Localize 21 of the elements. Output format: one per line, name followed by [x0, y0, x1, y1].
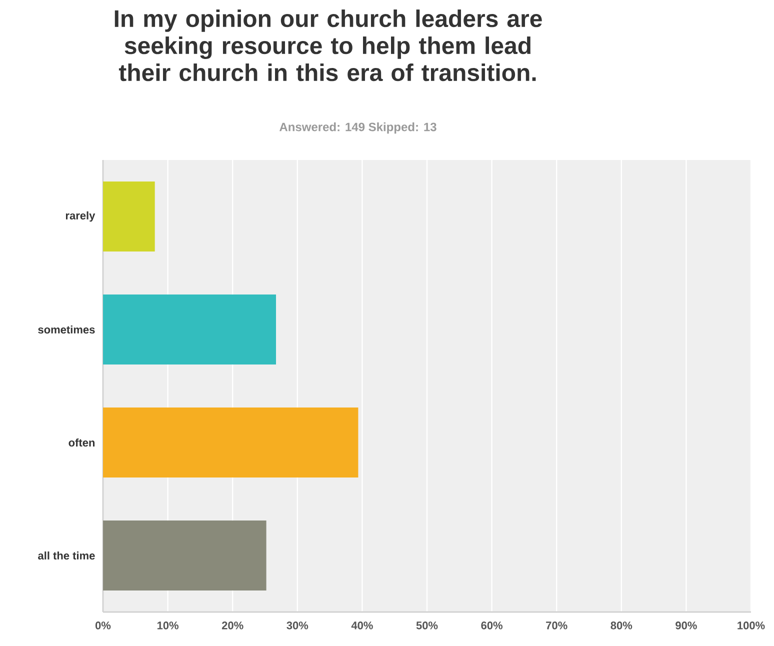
x-tick-label: 30% [286, 622, 308, 630]
x-tick-label: 100% [738, 622, 765, 630]
x-tick-label: 80% [610, 622, 632, 630]
x-tick-label: 90% [676, 622, 697, 630]
x-tick-label: 60% [481, 622, 503, 630]
x-tick-label: 0% [95, 622, 111, 630]
x-tick-label: 50% [416, 622, 438, 630]
bar [103, 408, 358, 478]
y-tick-label: all the time [38, 551, 95, 560]
bar [103, 520, 266, 591]
y-tick-label: often [68, 438, 95, 447]
x-tick-label: 40% [351, 622, 373, 630]
x-tick-label: 10% [157, 622, 179, 630]
chart-title: In my opinion our church leaders are seeking resource to help them lead their church in this era of transition. [114, 10, 542, 82]
bar [103, 294, 276, 365]
x-tick-label: 20% [222, 622, 244, 630]
y-tick-label: sometimes [38, 325, 95, 334]
chart-subtitle: Answered: 149 Skipped: 13 [279, 122, 436, 134]
x-tick-label: 70% [546, 622, 568, 630]
bar [103, 182, 155, 252]
y-tick-label: rarely [66, 211, 96, 222]
